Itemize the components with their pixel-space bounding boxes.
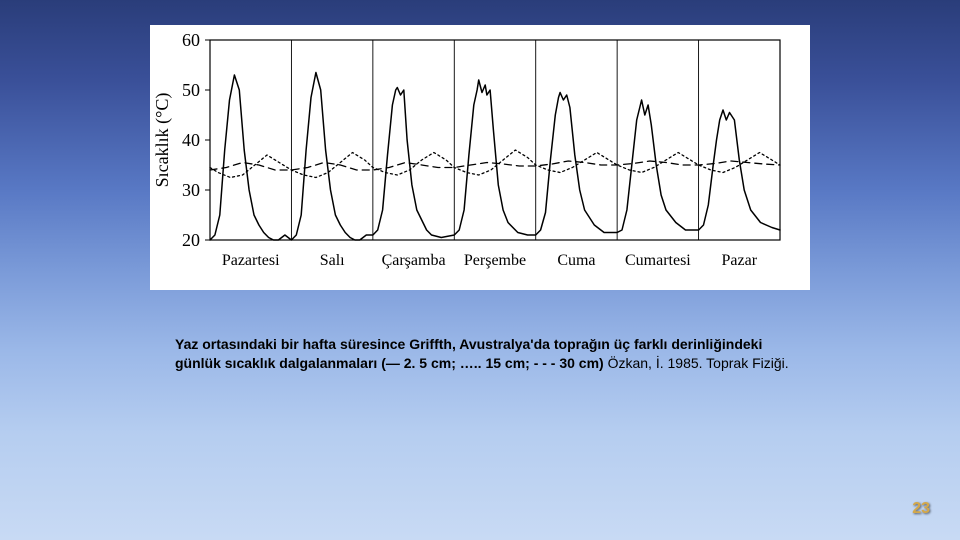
svg-text:Çarşamba: Çarşamba xyxy=(382,252,446,269)
svg-text:Perşembe: Perşembe xyxy=(464,252,526,269)
svg-text:Cuma: Cuma xyxy=(557,252,595,269)
svg-text:20: 20 xyxy=(182,230,200,250)
svg-text:60: 60 xyxy=(182,30,200,50)
svg-text:Cumartesi: Cumartesi xyxy=(625,252,691,269)
page-number: 23 xyxy=(912,500,930,518)
svg-text:Pazartesi: Pazartesi xyxy=(222,252,280,269)
svg-text:30: 30 xyxy=(182,180,200,200)
figure-caption: Yaz ortasındaki bir hafta süresince Grif… xyxy=(175,335,795,373)
svg-text:Sıcaklık (°C): Sıcaklık (°C) xyxy=(152,93,173,188)
svg-text:50: 50 xyxy=(182,80,200,100)
svg-text:40: 40 xyxy=(182,130,200,150)
svg-text:Pazar: Pazar xyxy=(722,252,758,269)
svg-text:Salı: Salı xyxy=(320,252,345,269)
temperature-chart: 20 30 40 50 60 Sıcaklık (°C) Pazartesi Salı Çarş… xyxy=(150,25,810,290)
chart-container: 20 30 40 50 60 Sıcaklık (°C) Pazartesi Salı Çarş… xyxy=(150,25,810,290)
caption-normal: Özkan, İ. 1985. Toprak Fiziği. xyxy=(608,355,789,371)
